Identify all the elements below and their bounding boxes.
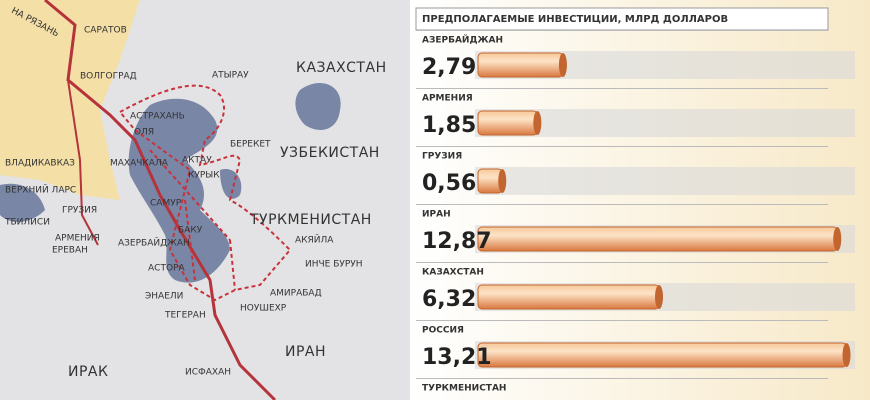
category-label: КАЗАХСТАН (422, 268, 484, 278)
value-label: 6,32 (422, 287, 476, 312)
row-divider (416, 88, 828, 89)
map-label: ГРУЗИЯ (62, 206, 97, 216)
map-label: АТЫРАУ (212, 71, 249, 81)
category-label: РОССИЯ (422, 326, 464, 336)
map-label: АКЯЙЛА (295, 234, 334, 246)
bar (477, 226, 838, 252)
map-label: АЗЕРБАЙДЖАН (118, 237, 190, 249)
map-label: МАХАЧКАЛА (110, 159, 169, 169)
map-label: АРМЕНИЯ (55, 234, 100, 244)
map-label: ИСФАХАН (185, 368, 231, 378)
row-divider (416, 146, 828, 147)
bar-cap (498, 169, 507, 193)
row-divider (416, 204, 828, 205)
map (0, 0, 410, 400)
shadow-band (475, 167, 855, 195)
bar-cap (655, 285, 664, 309)
category-label: АРМЕНИЯ (422, 94, 473, 104)
map-label: ИНЧЕ БУРУН (305, 260, 363, 270)
bar (477, 110, 538, 136)
chart-title: ПРЕДПОЛАГАЕМЫЕ ИНВЕСТИЦИИ, МЛРД ДОЛЛАРОВ (422, 14, 728, 25)
bar-cap (833, 227, 842, 251)
map-label: ВЕРХНИЙ ЛАРС (5, 184, 76, 196)
bar (477, 52, 564, 78)
map-label: ИРАК (68, 364, 108, 380)
category-label: ТУРКМЕНИСТАН (422, 384, 506, 394)
value-label: 0,56 (422, 171, 476, 196)
map-label: НОУШЕХР (240, 304, 287, 314)
row-divider (416, 378, 828, 379)
category-label: АЗЕРБАЙДЖАН (422, 34, 503, 46)
row-divider (416, 30, 828, 31)
category-label: ГРУЗИЯ (422, 152, 462, 162)
map-label: УЗБЕКИСТАН (280, 145, 380, 161)
bar-cap (842, 343, 851, 367)
map-label: ИРАН (285, 344, 326, 360)
category-label: ИРАН (422, 210, 451, 220)
bar (477, 284, 660, 310)
map-label: ТЕГЕРАН (164, 311, 206, 321)
map-label: БЕРЕКЕТ (230, 140, 271, 150)
map-label: ВОЛГОГРАД (80, 72, 137, 82)
value-label: 12,87 (422, 229, 492, 254)
value-label: 13,21 (422, 345, 492, 370)
map-label: ВЛАДИКАВКАЗ (5, 159, 75, 169)
map-label: ОЛЯ (134, 128, 154, 138)
map-label: КАЗАХСТАН (296, 60, 387, 76)
map-label: АКТАУ (182, 156, 212, 166)
map-label: АСТОРА (148, 264, 185, 274)
map-label: БАКУ (178, 226, 203, 236)
map-label: АМИРАБАД (270, 289, 322, 299)
row-divider (416, 262, 828, 263)
value-label: 2,79 (422, 55, 476, 80)
bar-cap (558, 53, 567, 77)
row-divider (416, 320, 828, 321)
map-label: ТБИЛИСИ (4, 218, 50, 228)
bar (477, 342, 848, 368)
map-label: САРАТОВ (84, 26, 127, 36)
bar-cap (533, 111, 542, 135)
value-label: 1,85 (422, 113, 476, 138)
map-label: КУРЫК (188, 171, 220, 181)
map-label: САМУР (150, 199, 182, 209)
map-label: ЭНАЕЛИ (145, 292, 183, 302)
map-label: ЕРЕВАН (52, 246, 88, 256)
map-label: ТУРКМЕНИСТАН (249, 212, 372, 228)
map-label: АСТРАХАНЬ (130, 112, 185, 122)
